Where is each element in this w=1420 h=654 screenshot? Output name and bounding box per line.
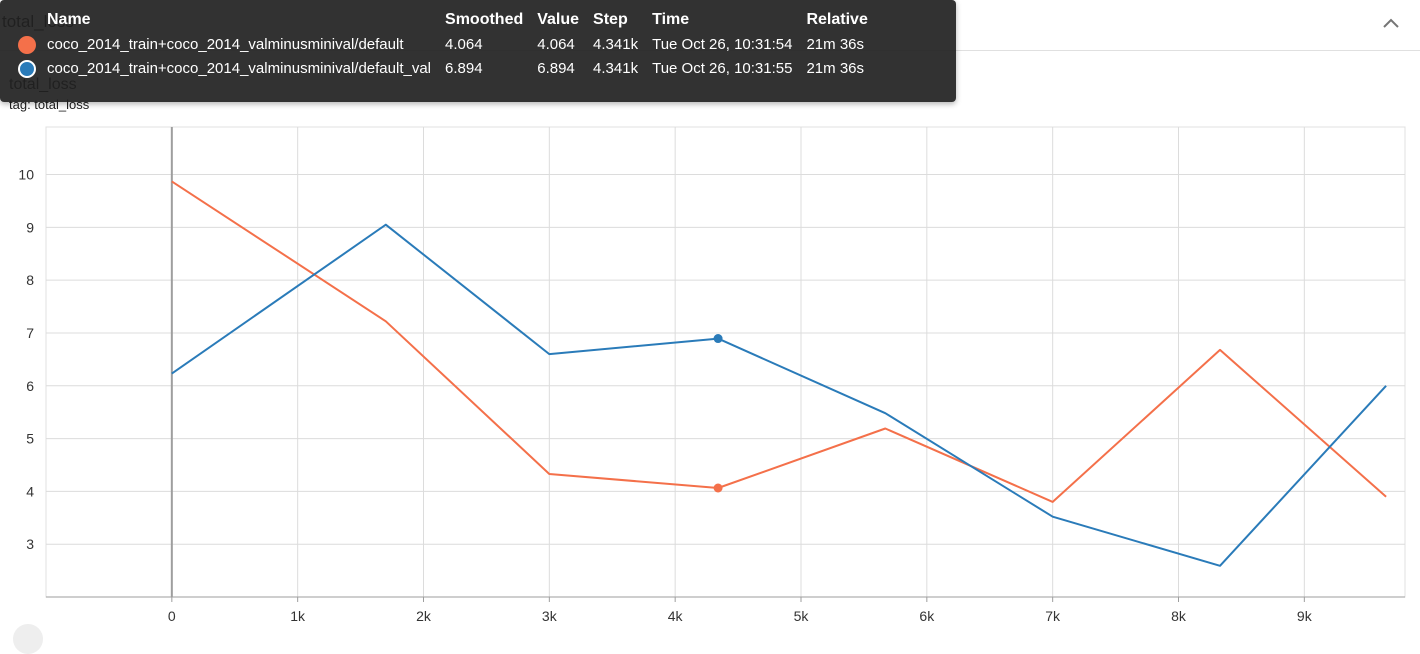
- y-tick-label: 7: [26, 325, 34, 341]
- y-tick-label: 10: [18, 167, 34, 183]
- hover-point: [713, 334, 723, 344]
- y-tick-label: 5: [26, 431, 34, 447]
- header-name: Name: [47, 11, 91, 28]
- hover-tooltip: Name Smoothed Value Step Time Relative c…: [0, 0, 956, 102]
- chevron-up-icon: [1383, 18, 1399, 28]
- y-tick-label: 3: [26, 536, 34, 552]
- plot-frame: [45, 126, 1406, 598]
- row-name: coco_2014_train+coco_2014_valminusminiva…: [47, 36, 404, 53]
- fab-button[interactable]: [13, 624, 43, 654]
- x-tick-label: 6k: [919, 608, 935, 624]
- table-row: coco_2014_train+coco_2014_valminusminiva…: [18, 33, 875, 57]
- hover-point: [713, 483, 723, 493]
- collapse-button[interactable]: [1376, 8, 1406, 38]
- row-smoothed: 6.894: [445, 60, 483, 77]
- row-relative: 21m 36s: [806, 36, 865, 53]
- row-step: 4.341k: [593, 60, 639, 77]
- x-tick-label: 3k: [542, 608, 558, 624]
- x-tick-label: 4k: [668, 608, 684, 624]
- series-lines: [171, 180, 1387, 567]
- row-value: 6.894: [537, 60, 575, 77]
- header-smoothed: Smoothed: [445, 11, 524, 28]
- row-time: Tue Oct 26, 10:31:55: [652, 60, 793, 77]
- x-tick-label: 7k: [1045, 608, 1061, 624]
- x-tick-label: 1k: [290, 608, 306, 624]
- row-smoothed: 4.064: [445, 36, 483, 53]
- table-row: coco_2014_train+coco_2014_valminusminiva…: [18, 57, 875, 81]
- row-name: coco_2014_train+coco_2014_valminusminiva…: [47, 60, 432, 77]
- header-value: Value: [537, 11, 580, 28]
- series-color-swatch: [18, 60, 36, 79]
- y-tick-label: 9: [26, 219, 34, 235]
- series-line: [171, 223, 1387, 567]
- y-tick-label: 4: [26, 483, 34, 499]
- header-time: Time: [652, 11, 690, 28]
- series-color-swatch: [18, 36, 36, 55]
- x-tick-label: 5k: [794, 608, 810, 624]
- series-line: [171, 180, 1387, 503]
- x-tick-label: 9k: [1297, 608, 1313, 624]
- row-step: 4.341k: [593, 36, 639, 53]
- y-tick-label: 6: [26, 378, 34, 394]
- x-tick-label: 2k: [416, 608, 432, 624]
- row-relative: 21m 36s: [806, 60, 865, 77]
- header-step: Step: [593, 11, 628, 28]
- x-tick-label: 0: [168, 608, 176, 624]
- grid: [45, 126, 1406, 598]
- row-value: 4.064: [537, 36, 575, 53]
- x-tick-label: 8k: [1171, 608, 1187, 624]
- row-time: Tue Oct 26, 10:31:54: [652, 36, 793, 53]
- axes: 3 4 5 6 7 8 9 10 0 1k 2k 3k 4k 5k 6k 7k 8k 9k: [18, 127, 1405, 624]
- y-tick-label: 8: [26, 272, 34, 288]
- hover-markers: [713, 334, 723, 493]
- line-chart[interactable]: 3 4 5 6 7 8 9 10 0 1k 2k 3k 4k 5k 6k 7k 8k 9k: [0, 0, 1420, 630]
- tooltip-table: Name Smoothed Value Step Time Relative c…: [18, 9, 875, 81]
- header-relative: Relative: [806, 11, 868, 28]
